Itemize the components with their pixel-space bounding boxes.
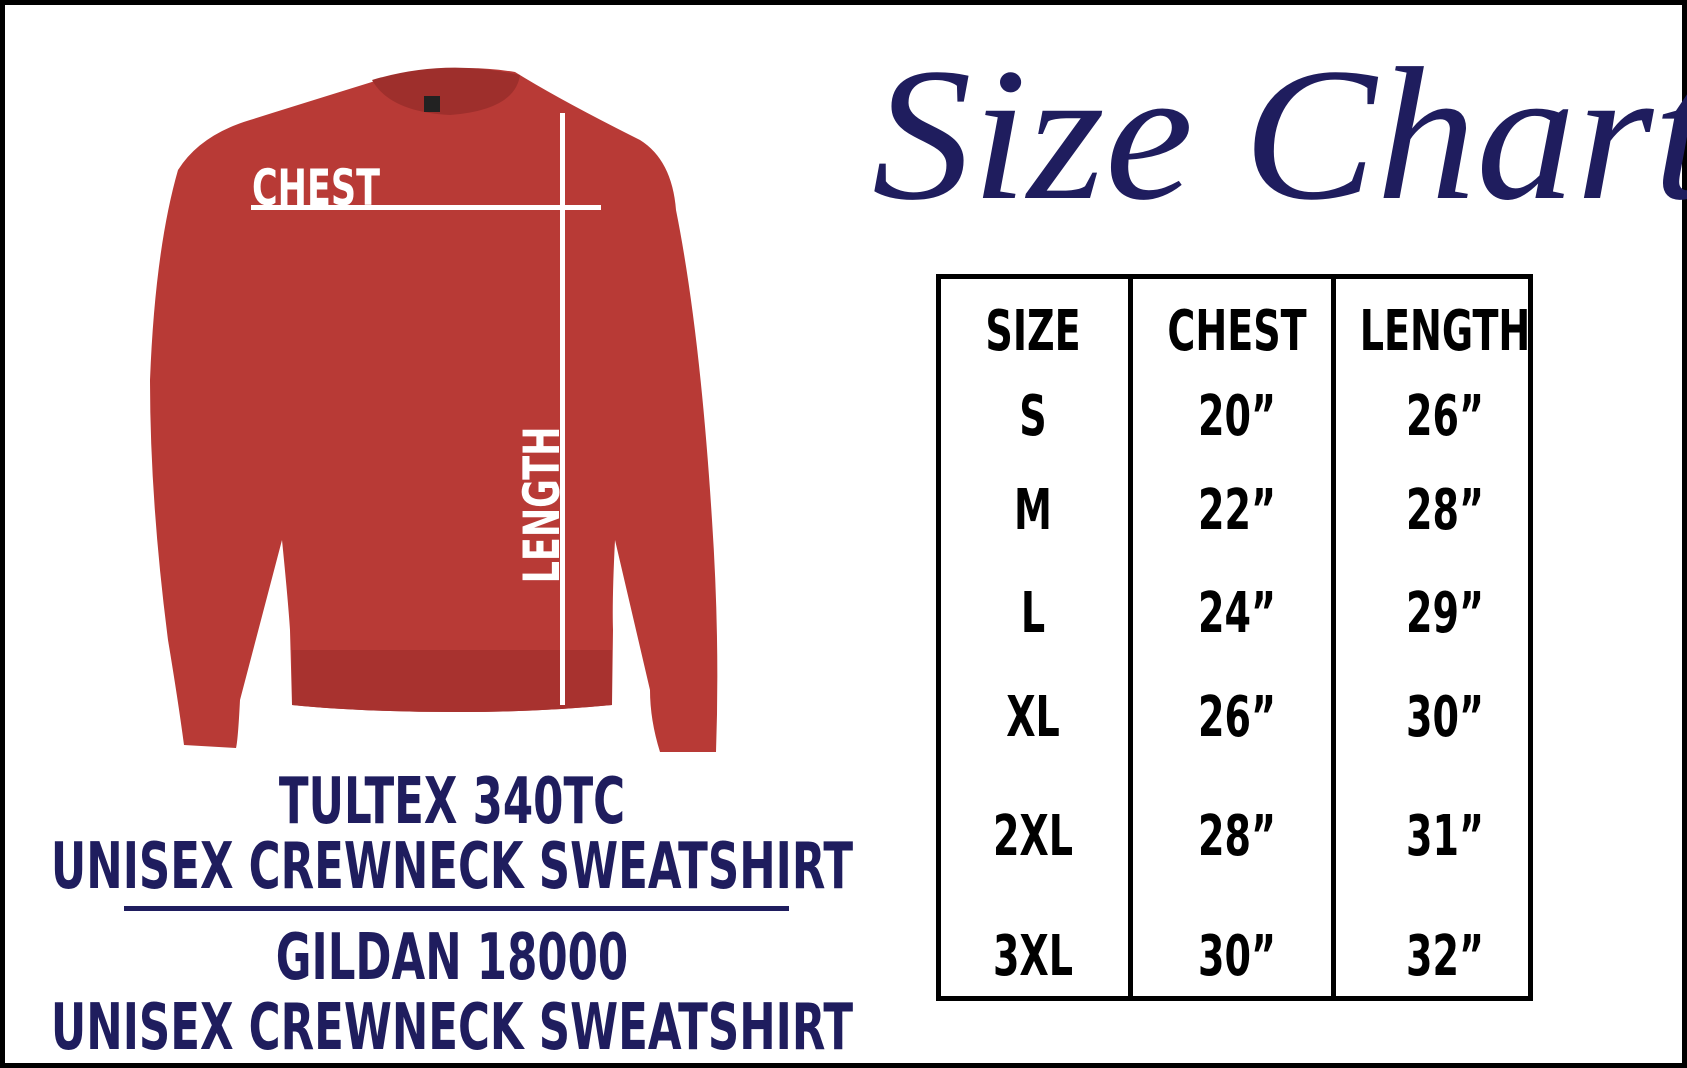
cell-chest: 26” <box>1197 685 1277 750</box>
cell-size: 3XL <box>992 924 1074 989</box>
cell-chest: 24” <box>1197 581 1277 646</box>
header-size: SIZE <box>985 299 1081 364</box>
column-divider <box>1128 279 1133 996</box>
cell-length: 30” <box>1405 685 1485 750</box>
waistband <box>292 650 612 712</box>
page-title: Size Chart <box>872 30 1687 240</box>
brand-2-description: UNISEX CREWNECK SWEATSHIRT <box>50 991 854 1065</box>
brand-2-model: GILDAN 18000 <box>275 921 629 995</box>
cell-size: XL <box>1006 685 1060 750</box>
header-length: LENGTH <box>1359 299 1531 364</box>
sweatshirt-body <box>150 68 718 752</box>
chest-measure-line <box>251 205 601 210</box>
cell-size: 2XL <box>992 804 1074 869</box>
brand-divider <box>124 906 789 911</box>
cell-chest: 28” <box>1197 804 1277 869</box>
length-label: LENGTH <box>513 426 571 584</box>
collar <box>372 67 520 115</box>
cell-length: 32” <box>1405 924 1485 989</box>
header-chest: CHEST <box>1167 299 1307 364</box>
cell-chest: 22” <box>1197 478 1277 543</box>
cell-length: 29” <box>1405 581 1485 646</box>
brand-1-model: TULTEX 340TC <box>278 765 626 839</box>
cell-chest: 30” <box>1197 924 1277 989</box>
cell-size: S <box>1019 384 1047 449</box>
brand-1-description: UNISEX CREWNECK SWEATSHIRT <box>50 830 854 904</box>
sweatshirt-image <box>150 67 718 752</box>
cell-size: M <box>1014 478 1052 543</box>
size-table: SIZE CHEST LENGTH S 20” 26” M 22” 28” L 24” 29” XL 26… <box>936 274 1533 1001</box>
length-measure-line <box>560 113 565 705</box>
cell-length: 31” <box>1405 804 1485 869</box>
column-divider <box>1331 279 1336 996</box>
cell-length: 26” <box>1405 384 1485 449</box>
neck-tag <box>424 96 440 112</box>
cell-chest: 20” <box>1197 384 1277 449</box>
chest-label: CHEST <box>252 159 380 217</box>
cell-length: 28” <box>1405 478 1485 543</box>
cell-size: L <box>1020 581 1046 646</box>
